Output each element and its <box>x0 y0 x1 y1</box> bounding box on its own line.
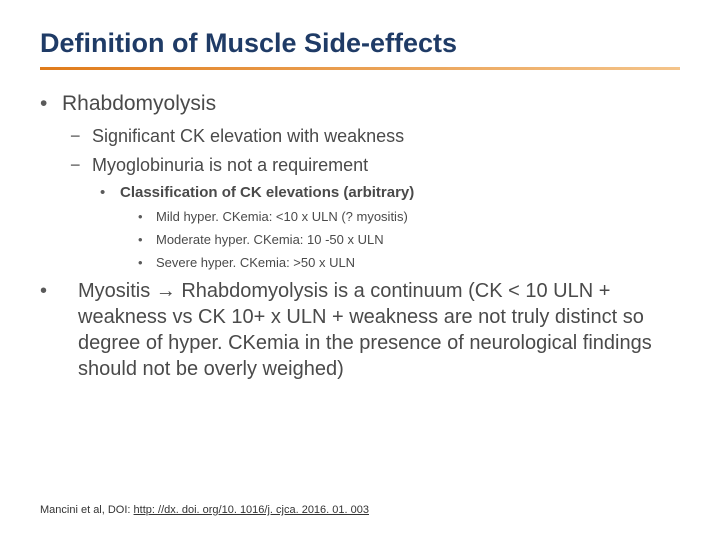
bullet-level4: • Moderate hyper. CKemia: 10 -50 x ULN <box>138 232 680 247</box>
bullet-dot-icon: • <box>138 255 156 270</box>
bullet-dot-icon: • <box>40 92 62 116</box>
bullet-level1: • Rhabdomyolysis <box>40 92 680 116</box>
bullet-text: Mild hyper. CKemia: <10 x ULN (? myositi… <box>156 209 408 224</box>
bullet-text: Significant CK elevation with weakness <box>92 126 404 147</box>
bullet-dot-icon: • <box>40 278 62 382</box>
bullet-dot-icon: • <box>138 232 156 247</box>
citation-link[interactable]: http: //dx. doi. org/10. 1016/j. cjca. 2… <box>134 504 369 516</box>
bullet-dash-icon: − <box>70 126 92 147</box>
citation-prefix: Mancini et al, DOI: <box>40 504 134 516</box>
bullet-dot-icon: • <box>100 184 120 201</box>
citation: Mancini et al, DOI: http: //dx. doi. org… <box>40 504 369 516</box>
bullet-text: Myoglobinuria is not a requirement <box>92 155 368 176</box>
bullet-level3: • Classification of CK elevations (arbit… <box>100 184 680 201</box>
title-underline-rule <box>40 67 680 70</box>
slide-title: Definition of Muscle Side-effects <box>40 28 680 59</box>
bullet-level4: • Mild hyper. CKemia: <10 x ULN (? myosi… <box>138 209 680 224</box>
bullet-level1: • Myositis → Rhabdomyolysis is a continu… <box>40 278 680 382</box>
bullet-text: Classification of CK elevations (arbitra… <box>120 184 414 201</box>
bullet-text: Rhabdomyolysis <box>62 92 216 116</box>
bullet-level2: − Significant CK elevation with weakness <box>70 126 680 147</box>
bullet-text: Moderate hyper. CKemia: 10 -50 x ULN <box>156 232 384 247</box>
bullet-dot-icon: • <box>138 209 156 224</box>
bullet-level2: − Myoglobinuria is not a requirement <box>70 155 680 176</box>
bullet-dash-icon: − <box>70 155 92 176</box>
bullet-text: Severe hyper. CKemia: >50 x ULN <box>156 255 355 270</box>
bullet-level4: • Severe hyper. CKemia: >50 x ULN <box>138 255 680 270</box>
bullet-text: Myositis → Rhabdomyolysis is a continuum… <box>62 278 680 382</box>
